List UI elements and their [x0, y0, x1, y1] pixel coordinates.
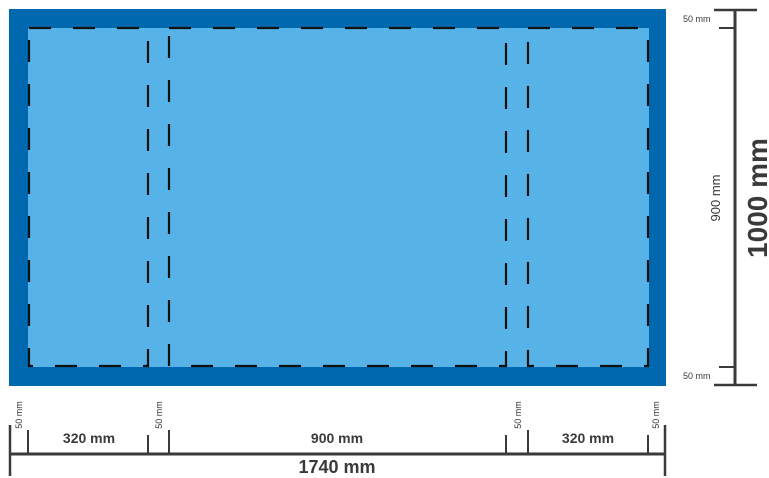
vertical-total-label: 1000 mm: [742, 138, 769, 258]
vertical-inner-label: 900 mm: [708, 175, 723, 222]
banner-panel: [28, 28, 649, 367]
cut-lines: [27, 26, 650, 368]
horizontal-gap-2-label: 50 mm: [513, 401, 523, 429]
vertical-dimension: [714, 8, 757, 387]
horizontal-margin-right-label: 50 mm: [651, 401, 661, 429]
horizontal-section-3-label: 320 mm: [562, 430, 614, 446]
cut-line-middle-section: [167, 26, 508, 368]
horizontal-margin-left-label: 50 mm: [14, 401, 24, 429]
cut-line-left-section: [27, 26, 150, 368]
horizontal-total-label: 1740 mm: [298, 457, 375, 477]
horizontal-section-1-label: 320 mm: [63, 430, 115, 446]
vertical-margin-top-label: 50 mm: [683, 14, 711, 24]
horizontal-dimension: [8, 425, 667, 476]
vertical-margin-bottom-label: 50 mm: [683, 371, 711, 381]
horizontal-section-2-label: 900 mm: [311, 430, 363, 446]
cut-line-right-section: [526, 26, 650, 368]
horizontal-gap-1-label: 50 mm: [154, 401, 164, 429]
